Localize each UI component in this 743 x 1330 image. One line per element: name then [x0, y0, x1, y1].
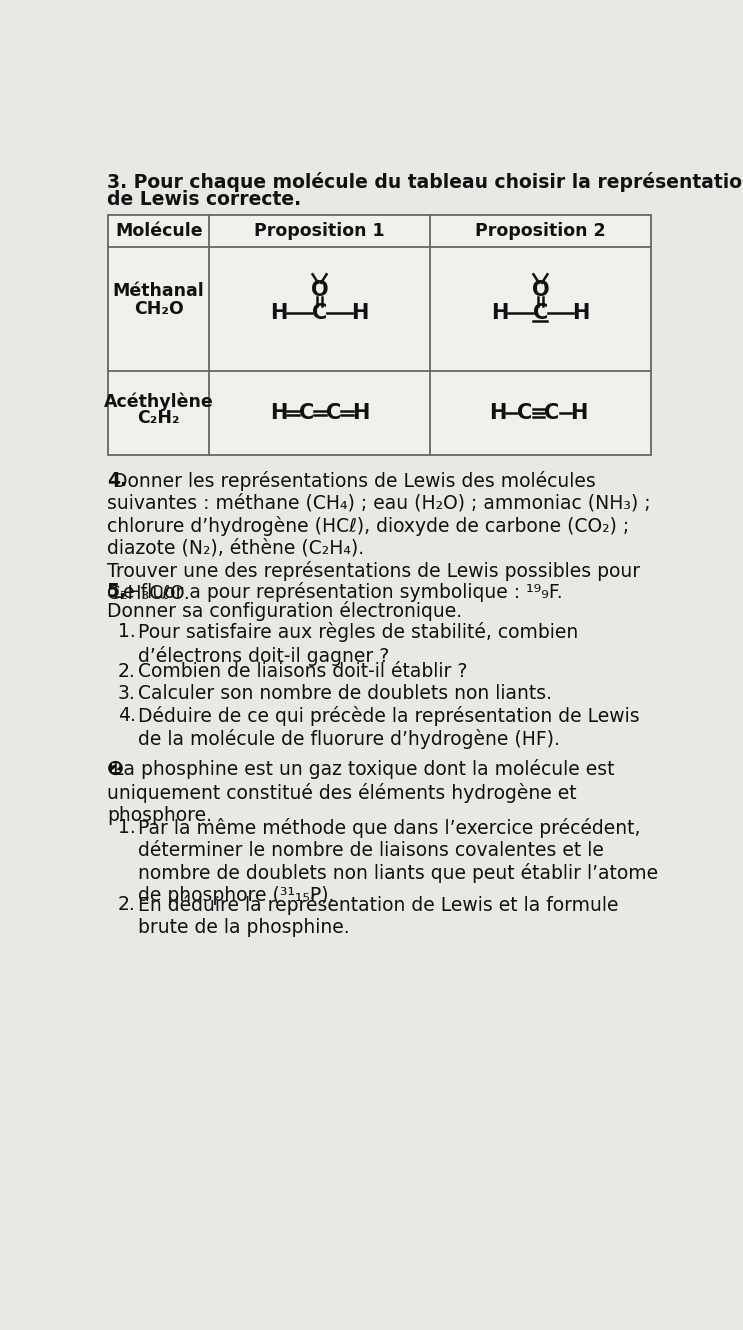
Text: C: C	[533, 303, 548, 323]
Text: 1.: 1.	[117, 818, 135, 837]
Text: Acéthylène: Acéthylène	[104, 392, 214, 411]
Text: Donner les représentations de Lewis des molécules
suivantes : méthane (CH₄) ; ea: Donner les représentations de Lewis des …	[107, 471, 650, 602]
Text: Molécule: Molécule	[115, 222, 203, 241]
Text: Combien de liaisons doit-il établir ?: Combien de liaisons doit-il établir ?	[137, 662, 467, 681]
Text: C: C	[299, 403, 314, 423]
Text: C: C	[545, 403, 559, 423]
Text: de Lewis correcte.: de Lewis correcte.	[107, 190, 301, 209]
Text: H: H	[489, 403, 507, 423]
Text: Calculer son nombre de doublets non liants.: Calculer son nombre de doublets non lian…	[137, 684, 552, 704]
Text: 4.: 4.	[117, 705, 135, 725]
Text: C₂H₂: C₂H₂	[137, 410, 180, 427]
Text: H: H	[270, 403, 288, 423]
Text: En déduire la représentation de Lewis et la formule
brute de la phosphine.: En déduire la représentation de Lewis et…	[137, 895, 618, 936]
Text: H: H	[571, 403, 588, 423]
Bar	[108, 215, 651, 455]
Text: Le fluor a pour représentation symbolique : ¹⁹₉F.: Le fluor a pour représentation symboliqu…	[107, 583, 562, 602]
Text: C: C	[517, 403, 533, 423]
Text: C: C	[326, 403, 341, 423]
Text: 2.: 2.	[117, 895, 135, 914]
Text: O: O	[532, 279, 549, 299]
Text: H: H	[352, 403, 369, 423]
Text: H: H	[270, 303, 288, 323]
Text: C: C	[312, 303, 327, 323]
Text: 5.: 5.	[107, 583, 127, 601]
Text: ❷: ❷	[107, 759, 124, 778]
Bar	[108, 215, 651, 455]
Text: 4.: 4.	[107, 471, 127, 489]
Text: Donner sa configuration électronique.: Donner sa configuration électronique.	[107, 601, 462, 621]
Text: H: H	[351, 303, 369, 323]
Text: Pour satisfaire aux règles de stabilité, combien
d’électrons doit-il gagner ?: Pour satisfaire aux règles de stabilité,…	[137, 622, 578, 665]
Text: Méthanal: Méthanal	[113, 282, 204, 301]
Text: Déduire de ce qui précède la représentation de Lewis
de la molécule de fluorure : Déduire de ce qui précède la représentat…	[137, 705, 640, 749]
Text: Par la même méthode que dans l’exercice précédent,
déterminer le nombre de liais: Par la même méthode que dans l’exercice …	[137, 818, 658, 906]
Text: 1.: 1.	[117, 622, 135, 641]
Text: La phosphine est un gaz toxique dont la molécule est
uniquement constitué des él: La phosphine est un gaz toxique dont la …	[107, 759, 614, 825]
Text: H: H	[491, 303, 509, 323]
Text: H: H	[572, 303, 589, 323]
Text: Proposition 2: Proposition 2	[475, 222, 606, 241]
Text: 3.: 3.	[117, 684, 135, 704]
Text: O: O	[311, 279, 328, 299]
Text: CH₂O: CH₂O	[134, 299, 184, 318]
Text: 2.: 2.	[117, 662, 135, 681]
Text: 3. Pour chaque molécule du tableau choisir la représentation: 3. Pour chaque molécule du tableau chois…	[107, 172, 743, 192]
Text: Proposition 1: Proposition 1	[254, 222, 385, 241]
